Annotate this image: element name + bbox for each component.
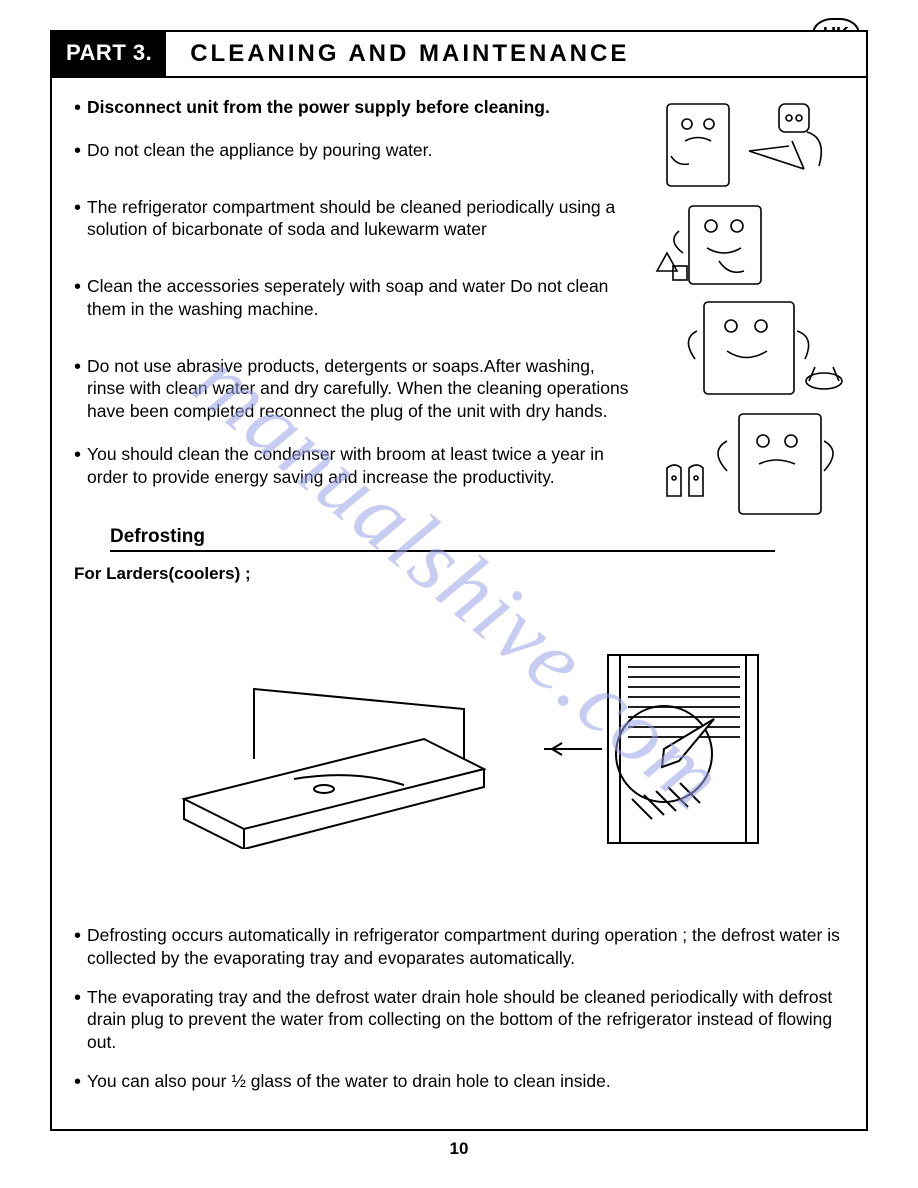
- condenser-back-icon: [544, 649, 774, 849]
- bullet-text: The evaporating tray and the defrost wat…: [87, 986, 844, 1054]
- bullet-dot: •: [74, 926, 81, 970]
- bullet-text: You should clean the condenser with broo…: [87, 443, 634, 489]
- bullet-dot: •: [74, 988, 81, 1054]
- bullet-item: • You should clean the condenser with br…: [74, 443, 634, 489]
- bullet-dot: •: [74, 198, 81, 242]
- bullet-dot: •: [74, 141, 81, 162]
- content-bottom: • Defrosting occurs automatically in ref…: [52, 924, 866, 1129]
- part-label: PART 3.: [52, 32, 166, 76]
- bullet-item: • Clean the accessories seperately with …: [74, 275, 634, 321]
- defrost-diagrams: [52, 584, 866, 924]
- bullet-item: • The refrigerator compartment should be…: [74, 196, 634, 242]
- page-frame: manualshive.com PART 3. CLEANING AND MAI…: [50, 30, 868, 1131]
- bullet-text: Disconnect unit from the power supply be…: [87, 96, 550, 119]
- bullet-item: • Disconnect unit from the power supply …: [74, 96, 634, 119]
- bullet-text: Do not use abrasive products, detergents…: [87, 355, 634, 423]
- cleaning-illustrations: [649, 96, 844, 526]
- fridge-cartoons-icon: [649, 96, 844, 526]
- bullet-text: Defrosting occurs automatically in refri…: [87, 924, 844, 970]
- bullet-dot: •: [74, 98, 81, 119]
- section-header: PART 3. CLEANING AND MAINTENANCE: [52, 32, 866, 78]
- bullet-item: • Do not use abrasive products, detergen…: [74, 355, 634, 423]
- part-title: CLEANING AND MAINTENANCE: [166, 32, 629, 76]
- text-column: • Disconnect unit from the power supply …: [74, 96, 649, 526]
- bullet-dot: •: [74, 277, 81, 321]
- bullet-item: • You can also pour ½ glass of the water…: [74, 1070, 844, 1093]
- defrosting-heading: Defrosting: [110, 526, 775, 552]
- bullet-text: Do not clean the appliance by pouring wa…: [87, 139, 432, 162]
- drip-tray-icon: [144, 649, 504, 849]
- bullet-dot: •: [74, 1072, 81, 1093]
- bullet-item: • Defrosting occurs automatically in ref…: [74, 924, 844, 970]
- bullet-dot: •: [74, 357, 81, 423]
- bullet-text: Clean the accessories seperately with so…: [87, 275, 634, 321]
- bullet-dot: •: [74, 445, 81, 489]
- bullet-item: • The evaporating tray and the defrost w…: [74, 986, 844, 1054]
- larders-label: For Larders(coolers) ;: [52, 552, 866, 584]
- bullet-text: The refrigerator compartment should be c…: [87, 196, 634, 242]
- bullet-text: You can also pour ½ glass of the water t…: [87, 1070, 611, 1093]
- bullet-item: • Do not clean the appliance by pouring …: [74, 139, 634, 162]
- page-number: 10: [50, 1139, 868, 1159]
- content-top: • Disconnect unit from the power supply …: [52, 78, 866, 526]
